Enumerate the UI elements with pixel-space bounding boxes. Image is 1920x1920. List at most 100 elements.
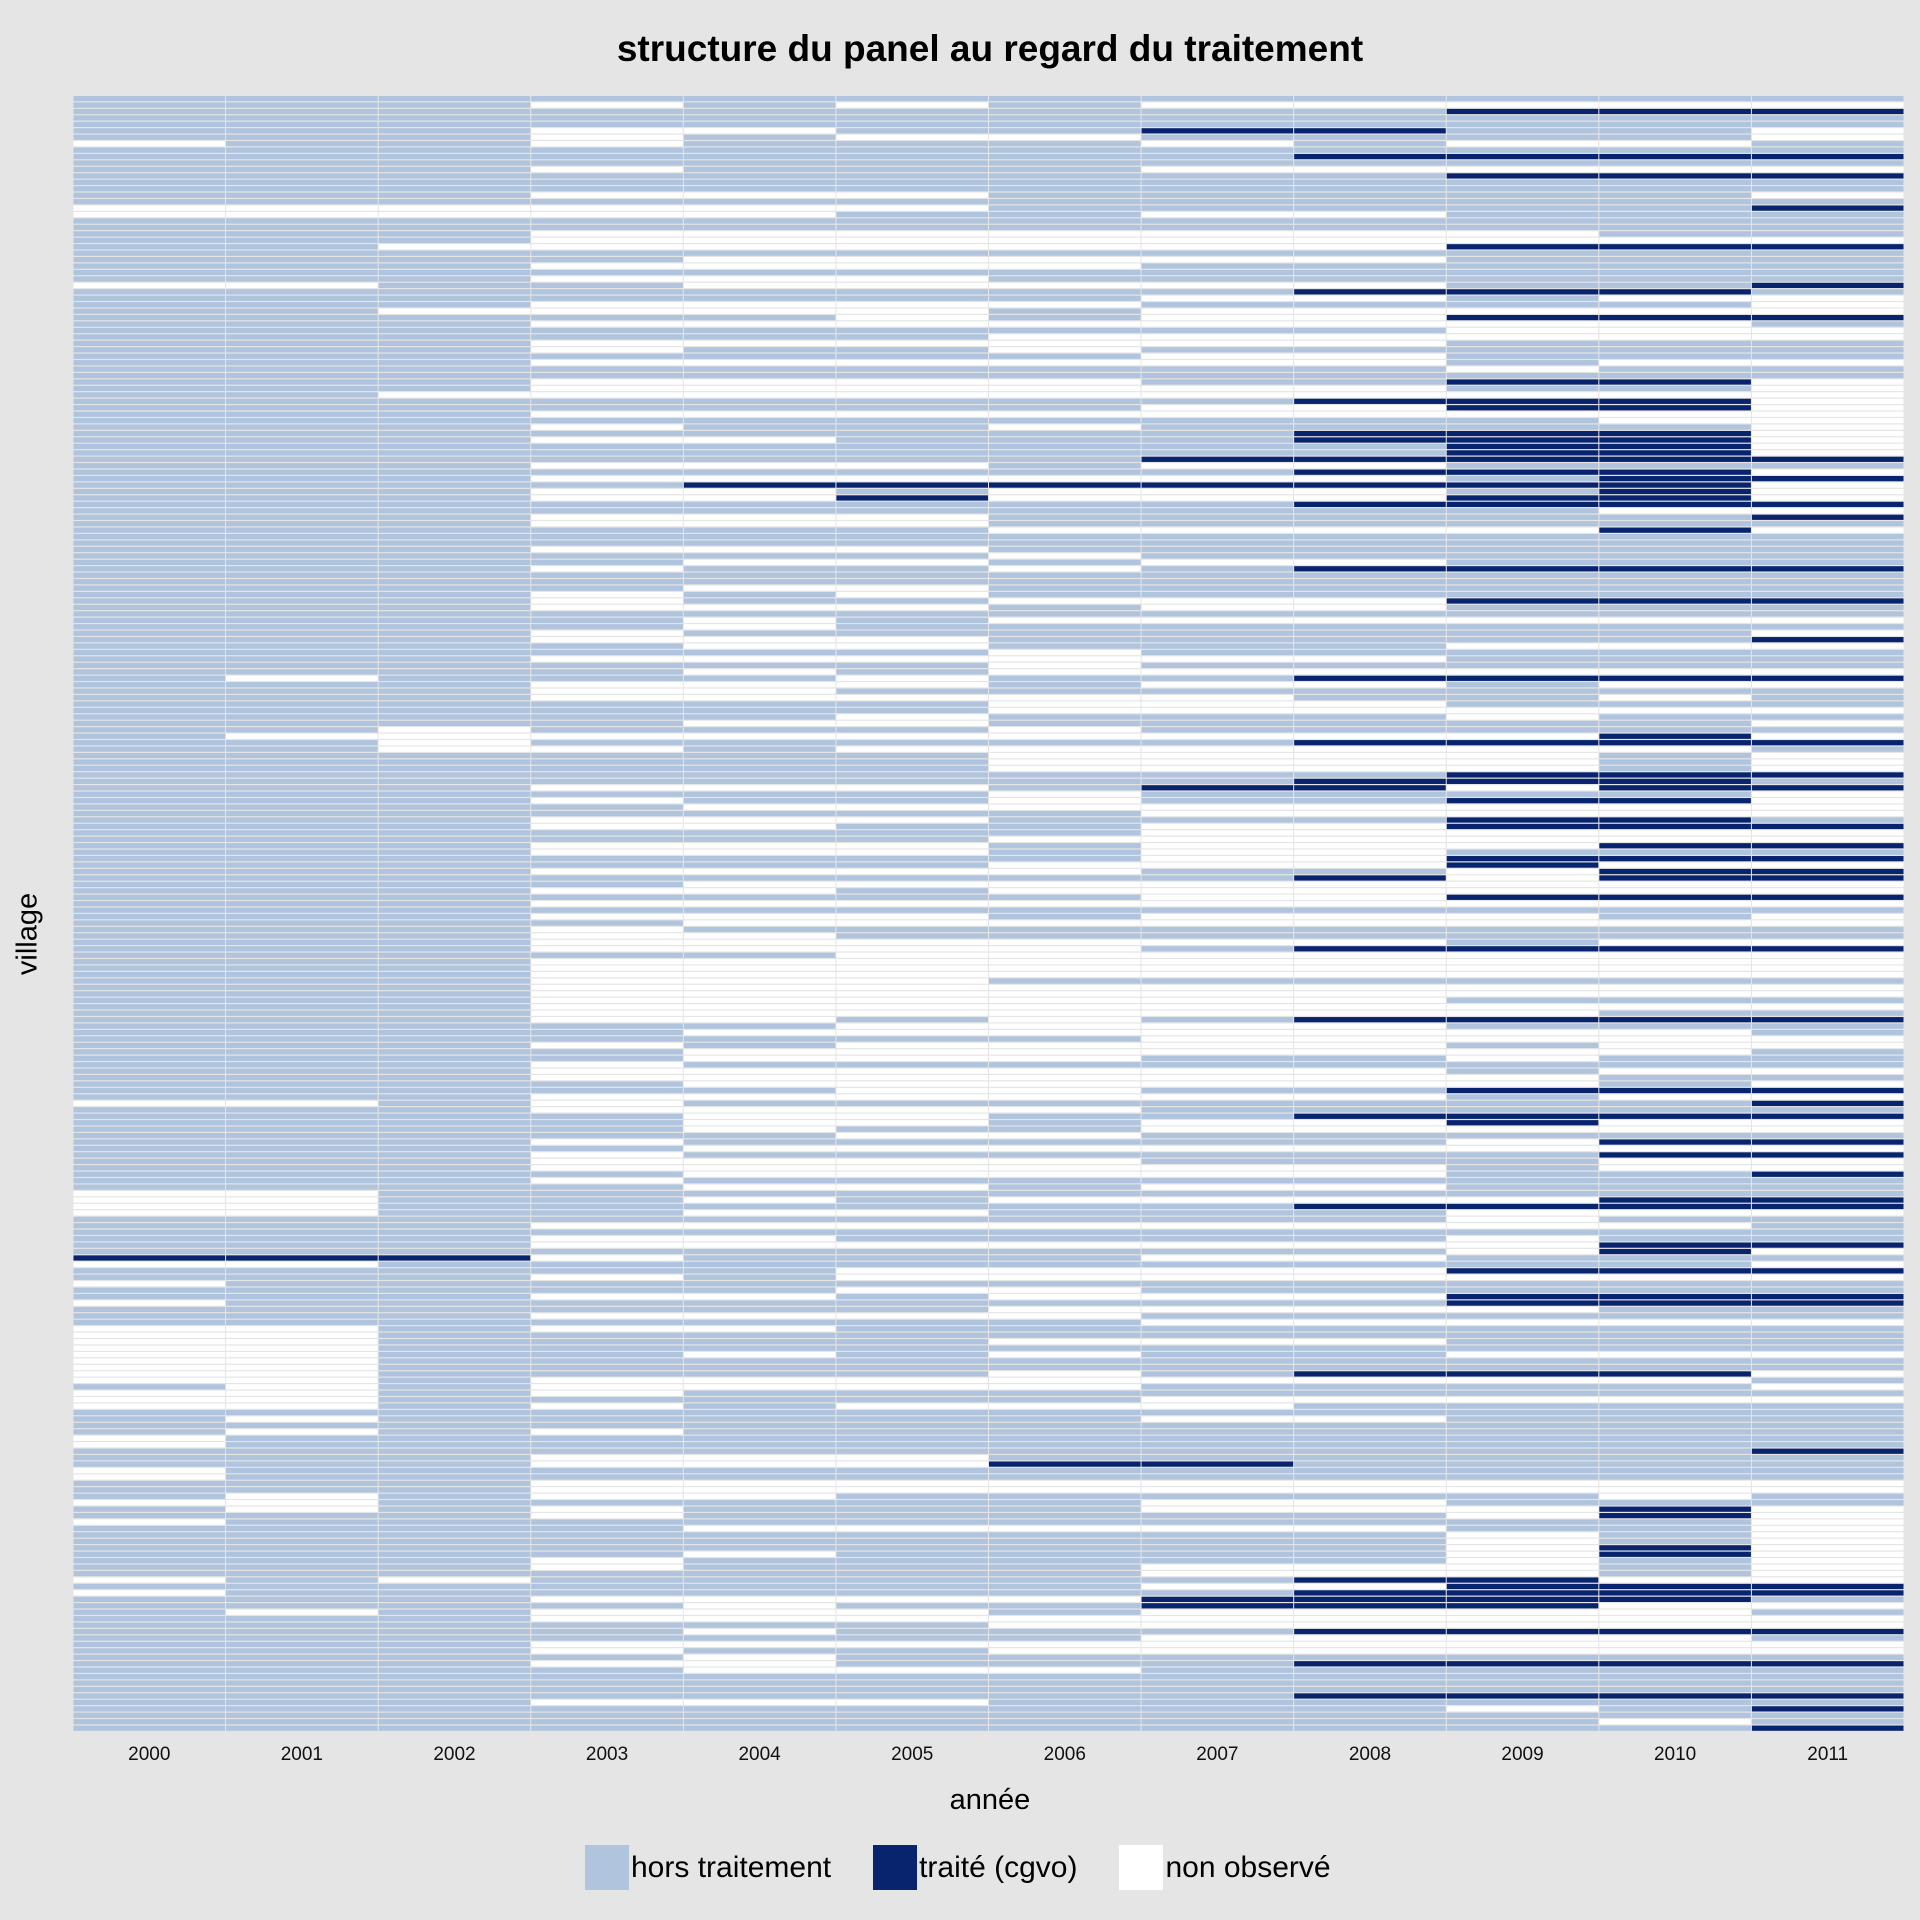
heatmap-cell <box>989 1384 1141 1390</box>
heatmap-cell <box>531 398 683 404</box>
heatmap-cell <box>1599 965 1751 971</box>
heatmap-cell <box>1599 411 1751 417</box>
heatmap-cell <box>73 1661 226 1667</box>
legend-key-hors-traitement <box>585 1845 629 1890</box>
heatmap-cell <box>1294 791 1446 797</box>
heatmap-cell <box>226 778 378 784</box>
heatmap-cell <box>683 907 836 913</box>
heatmap-cell <box>1599 1236 1751 1242</box>
heatmap-cell <box>683 353 836 359</box>
heatmap-cell <box>836 1371 988 1377</box>
heatmap-cell <box>1599 1719 1751 1725</box>
heatmap-cell <box>226 366 378 372</box>
heatmap-cell <box>1294 1397 1446 1403</box>
heatmap-cell <box>683 443 836 450</box>
heatmap-cell <box>836 153 988 160</box>
heatmap-cell <box>836 456 988 462</box>
heatmap-cell <box>531 1004 683 1010</box>
heatmap-cell <box>1141 450 1294 456</box>
heatmap-cell <box>1751 553 1904 559</box>
heatmap-cell <box>1599 901 1751 907</box>
heatmap-cell <box>1751 1506 1904 1512</box>
heatmap-cell <box>1599 405 1751 411</box>
heatmap-cell <box>989 1216 1141 1222</box>
heatmap-cell <box>378 604 531 611</box>
heatmap-cell <box>836 450 988 456</box>
heatmap-cell <box>226 643 378 649</box>
heatmap-cell <box>989 1075 1141 1081</box>
heatmap-cell <box>1599 102 1751 108</box>
heatmap-cell <box>836 392 988 398</box>
heatmap-cell <box>378 959 531 965</box>
heatmap-cell <box>226 211 378 218</box>
heatmap-cell <box>226 952 378 958</box>
heatmap-cell <box>1599 740 1751 746</box>
heatmap-cell <box>1751 456 1904 462</box>
heatmap-cell <box>836 372 988 379</box>
heatmap-cell <box>226 669 378 675</box>
heatmap-cell <box>1599 1004 1751 1010</box>
heatmap-cell <box>1294 669 1446 675</box>
heatmap-cell <box>226 1029 378 1036</box>
heatmap-cell <box>1599 1474 1751 1480</box>
heatmap-cell <box>226 1480 378 1487</box>
heatmap-cell <box>683 1377 836 1383</box>
heatmap-cell <box>1141 1339 1294 1345</box>
heatmap-cell <box>1446 746 1599 752</box>
heatmap-cell <box>378 1577 531 1583</box>
heatmap-cell <box>989 1120 1141 1126</box>
heatmap-cell <box>226 881 378 888</box>
heatmap-cell <box>73 1442 226 1448</box>
heatmap-cell <box>378 1364 531 1371</box>
heatmap-cell <box>683 199 836 205</box>
heatmap-cell <box>531 237 683 243</box>
heatmap-cell <box>989 108 1141 115</box>
heatmap-cell <box>73 1467 226 1474</box>
x-axis-label: année <box>949 1784 1031 1816</box>
heatmap-cell <box>836 1628 988 1635</box>
heatmap-cell <box>836 965 988 971</box>
heatmap-cell <box>1751 1036 1904 1042</box>
heatmap-cell <box>1446 920 1599 926</box>
heatmap-cell <box>683 649 836 656</box>
heatmap-cell <box>683 1674 836 1680</box>
heatmap-cell <box>989 952 1141 958</box>
heatmap-cell <box>1599 862 1751 868</box>
heatmap-cell <box>1446 997 1599 1003</box>
heatmap-cell <box>1294 1178 1446 1184</box>
heatmap-cell <box>1294 1255 1446 1261</box>
heatmap-cell <box>1141 984 1294 991</box>
heatmap-cell <box>683 1287 836 1293</box>
heatmap-cell <box>683 405 836 411</box>
heatmap-cell <box>1446 1029 1599 1036</box>
heatmap-cell <box>226 971 378 978</box>
heatmap-cell <box>1294 1203 1446 1210</box>
heatmap-cell <box>1446 572 1599 578</box>
heatmap-cell <box>531 643 683 649</box>
heatmap-cell <box>989 868 1141 875</box>
heatmap-cell <box>1446 1094 1599 1100</box>
heatmap-cell <box>683 1397 836 1403</box>
heatmap-cell <box>989 765 1141 772</box>
heatmap-cell <box>1599 1055 1751 1061</box>
heatmap-cell <box>1294 1010 1446 1016</box>
heatmap-cell <box>1294 1055 1446 1061</box>
heatmap-cell <box>226 160 378 166</box>
heatmap-cell <box>683 1216 836 1222</box>
heatmap-cell <box>1599 295 1751 301</box>
heatmap-cell <box>1599 1706 1751 1712</box>
heatmap-cell <box>1141 862 1294 868</box>
heatmap-cell <box>1446 933 1599 939</box>
heatmap-cell <box>226 450 378 456</box>
heatmap-cell <box>1141 926 1294 933</box>
heatmap-cell <box>1599 269 1751 276</box>
heatmap-cell <box>73 1558 226 1564</box>
heatmap-cell <box>1751 1558 1904 1564</box>
heatmap-cell <box>836 1603 988 1609</box>
heatmap-cell <box>1294 308 1446 314</box>
heatmap-cell <box>226 946 378 952</box>
heatmap-cell <box>1141 424 1294 430</box>
heatmap-cell <box>1141 662 1294 669</box>
heatmap-cell <box>1599 1506 1751 1512</box>
heatmap-cell <box>1599 1654 1751 1660</box>
